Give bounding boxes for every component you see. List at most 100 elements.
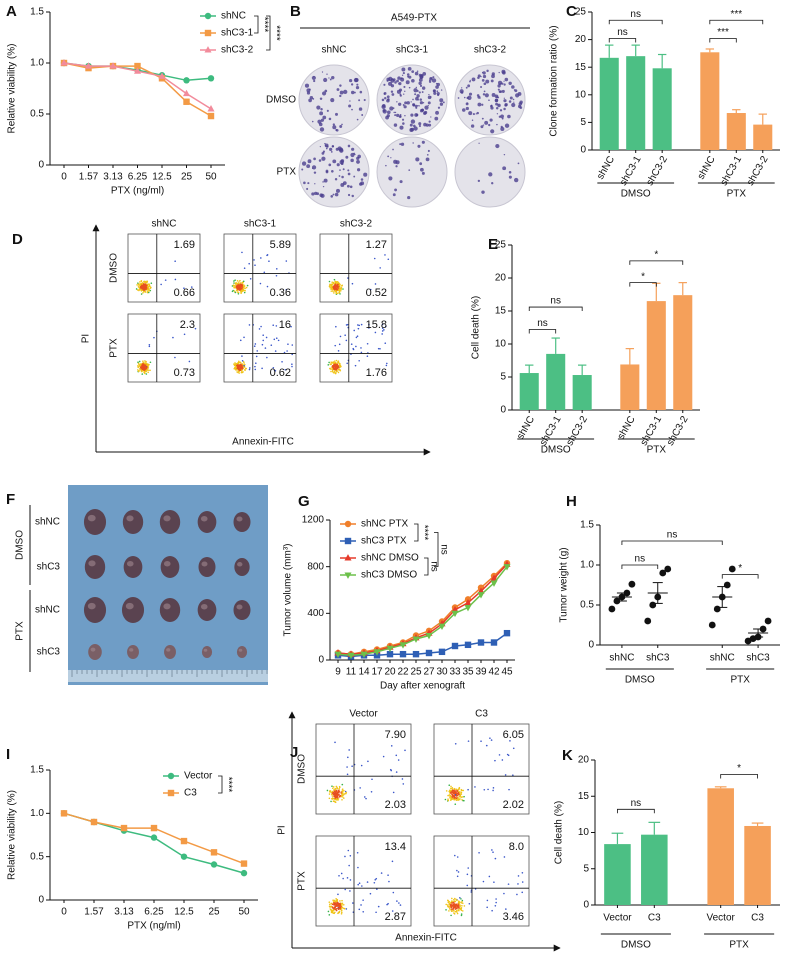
flow-event bbox=[253, 345, 256, 348]
y-tick-label: 5 bbox=[500, 372, 506, 383]
colony bbox=[476, 111, 479, 115]
flow-event bbox=[494, 759, 496, 762]
legend-label: shC3-1 bbox=[221, 28, 254, 39]
colony bbox=[341, 175, 344, 179]
colony bbox=[308, 88, 311, 91]
flow-event bbox=[455, 906, 457, 909]
flow-event bbox=[345, 339, 348, 342]
flow-event bbox=[337, 371, 340, 374]
colony bbox=[321, 156, 326, 161]
flow-event bbox=[447, 798, 449, 800]
flow-event bbox=[460, 907, 463, 910]
flow-event bbox=[291, 365, 293, 368]
flow-event bbox=[450, 796, 453, 798]
colony bbox=[399, 180, 403, 184]
tumor bbox=[84, 555, 106, 579]
legend-swatch bbox=[344, 572, 352, 579]
bar bbox=[572, 375, 592, 410]
colony bbox=[436, 90, 439, 93]
y-tick-label: 20 bbox=[575, 34, 587, 45]
colony bbox=[321, 71, 324, 73]
colony bbox=[383, 93, 386, 95]
flow-event bbox=[138, 363, 140, 366]
colony bbox=[405, 80, 410, 85]
flow-event bbox=[335, 789, 337, 792]
bar bbox=[646, 301, 666, 410]
flow-event bbox=[451, 897, 453, 900]
colony bbox=[398, 82, 402, 86]
flow-event bbox=[359, 787, 361, 789]
point bbox=[425, 649, 433, 657]
flow-event bbox=[346, 773, 349, 776]
flow-event bbox=[455, 795, 458, 797]
colony bbox=[440, 89, 443, 91]
flow-event bbox=[346, 362, 349, 365]
panel-label: B bbox=[290, 3, 301, 20]
colony bbox=[463, 96, 466, 99]
flow-event bbox=[485, 744, 488, 747]
flow-event bbox=[240, 289, 243, 292]
x-tick-label: 12.5 bbox=[152, 172, 172, 183]
flow-event bbox=[483, 788, 486, 791]
flow-event bbox=[331, 285, 333, 288]
y-tick-label: 1.0 bbox=[30, 58, 44, 69]
colony bbox=[406, 101, 410, 105]
flow-event bbox=[330, 290, 333, 292]
flow-event bbox=[139, 281, 141, 283]
flow-event bbox=[264, 347, 267, 349]
flow-event bbox=[457, 788, 460, 791]
point bbox=[723, 581, 731, 589]
flow-event bbox=[491, 909, 493, 912]
flow-event bbox=[260, 257, 262, 259]
flow-event bbox=[237, 370, 240, 373]
colony bbox=[504, 103, 508, 107]
flow-event bbox=[139, 286, 142, 288]
colony bbox=[328, 117, 332, 121]
flow-event bbox=[491, 849, 493, 851]
colony bbox=[319, 146, 321, 148]
quadrant-value: 2.03 bbox=[385, 799, 406, 811]
colony bbox=[409, 128, 414, 133]
flow-event bbox=[363, 796, 366, 798]
colony bbox=[306, 164, 311, 169]
flow-event bbox=[388, 880, 390, 883]
tumor-highlight bbox=[129, 648, 134, 652]
y-tick-label: 10 bbox=[575, 89, 587, 100]
colony bbox=[408, 86, 411, 89]
flow-event bbox=[369, 288, 372, 291]
flow-event bbox=[489, 737, 491, 739]
significance-label: ns bbox=[438, 544, 449, 555]
flow-event bbox=[141, 369, 144, 372]
tumor-highlight bbox=[126, 560, 134, 567]
flow-event bbox=[138, 288, 141, 291]
point bbox=[659, 569, 667, 577]
flow-event bbox=[330, 287, 333, 290]
colony bbox=[471, 77, 476, 82]
significance-label: **** bbox=[418, 525, 429, 541]
flow-event bbox=[345, 908, 348, 910]
flow-event bbox=[331, 785, 333, 788]
flow-event bbox=[450, 900, 453, 902]
flow-event bbox=[381, 327, 384, 330]
flow-event bbox=[368, 327, 370, 329]
column-label: shNC bbox=[321, 45, 346, 56]
colony bbox=[509, 96, 513, 100]
flow-event bbox=[183, 333, 186, 336]
flow-event bbox=[240, 292, 242, 294]
y-tick-label: 1.5 bbox=[30, 7, 44, 18]
colony bbox=[410, 101, 412, 103]
colony bbox=[501, 89, 505, 93]
colony bbox=[418, 81, 422, 85]
flow-event bbox=[238, 360, 240, 363]
colony bbox=[477, 95, 481, 99]
tumor-highlight bbox=[90, 647, 96, 652]
flow-event bbox=[402, 783, 405, 785]
flow-event bbox=[234, 291, 237, 294]
flow-event bbox=[395, 754, 398, 757]
bar bbox=[673, 295, 693, 410]
flow-event bbox=[328, 285, 331, 288]
panel-label: D bbox=[12, 231, 23, 248]
flow-event bbox=[334, 904, 336, 906]
row-label: shC3 bbox=[37, 562, 61, 573]
colony bbox=[482, 124, 485, 126]
